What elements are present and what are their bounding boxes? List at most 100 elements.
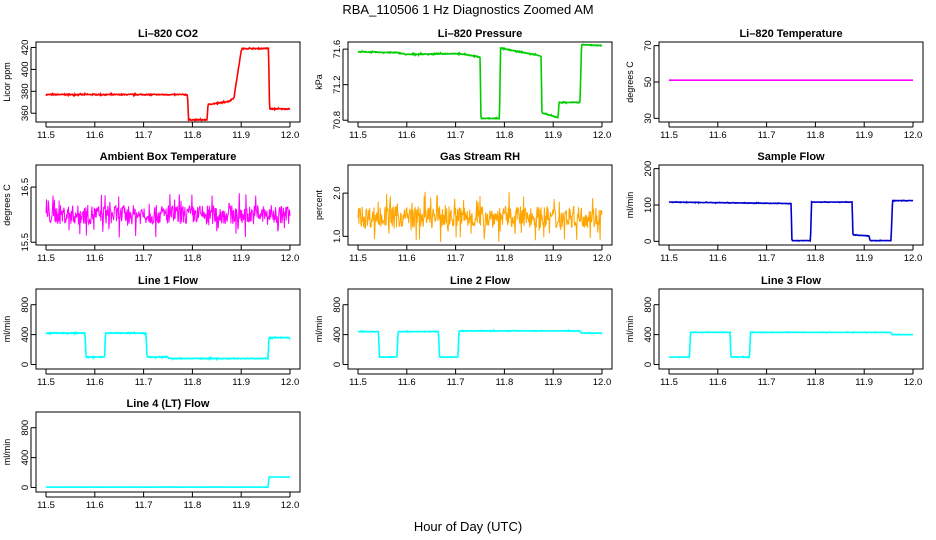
data-series-line xyxy=(45,193,291,238)
x-tick-label: 11.8 xyxy=(184,130,202,141)
panel-title: Gas Stream RH xyxy=(440,151,520,163)
y-tick-label: 100 xyxy=(643,197,654,213)
x-tick-label: 11.5 xyxy=(37,253,55,264)
x-tick-label: 11.7 xyxy=(447,253,465,264)
x-tick-label: 11.7 xyxy=(135,253,153,264)
x-tick-label: 12.0 xyxy=(904,377,923,388)
x-tick-label: 11.8 xyxy=(184,500,202,511)
x-tick-label: 12.0 xyxy=(904,253,923,264)
x-tick-label: 11.9 xyxy=(544,253,562,264)
data-series-line xyxy=(668,330,914,359)
y-tick-label: 0 xyxy=(643,362,654,367)
panel-title: Line 4 (LT) Flow xyxy=(127,398,210,410)
plot-frame xyxy=(658,41,924,123)
x-tick-label: 11.6 xyxy=(709,253,727,264)
x-tick-label: 11.8 xyxy=(496,130,514,141)
y-tick-label: 380 xyxy=(20,83,31,99)
x-tick-label: 11.5 xyxy=(660,377,678,388)
plot-frame xyxy=(658,288,924,370)
plot-frame xyxy=(35,41,301,123)
y-tick-label: 71.6 xyxy=(332,40,343,59)
y-tick-label: 15.5 xyxy=(20,233,31,252)
x-tick-label: 11.7 xyxy=(447,377,465,388)
y-axis-label: ml/min xyxy=(2,439,12,466)
y-tick-label: 70 xyxy=(643,40,654,51)
y-axis-label: degrees C xyxy=(2,184,12,226)
chart-panel: Li–820 Temperature degrees C 30 50 70 11.5 11.… xyxy=(625,28,924,141)
y-tick-label: 400 xyxy=(20,327,31,343)
x-tick-label: 11.6 xyxy=(709,377,727,388)
y-tick-label: 420 xyxy=(20,40,31,56)
y-axis-label: ml/min xyxy=(625,192,635,219)
y-tick-label: 400 xyxy=(332,327,343,343)
y-axis-label: ml/min xyxy=(2,316,12,343)
x-tick-label: 11.7 xyxy=(447,130,465,141)
y-tick-label: 70.8 xyxy=(332,111,343,130)
x-tick-label: 11.9 xyxy=(544,377,562,388)
data-series-line xyxy=(45,46,291,123)
plot-frame xyxy=(347,164,613,246)
y-tick-label: 0 xyxy=(20,485,31,490)
x-tick-label: 12.0 xyxy=(281,500,300,511)
y-tick-label: 400 xyxy=(20,450,31,466)
x-tick-label: 11.5 xyxy=(660,130,678,141)
panel-title: Li–820 Pressure xyxy=(438,28,522,40)
x-tick-label: 12.0 xyxy=(593,253,612,264)
x-tick-label: 11.7 xyxy=(758,130,776,141)
y-tick-label: 400 xyxy=(643,327,654,343)
x-axis-title: Hour of Day (UTC) xyxy=(414,519,522,534)
x-tick-label: 11.8 xyxy=(807,377,825,388)
x-tick-label: 11.9 xyxy=(232,130,250,141)
x-tick-label: 11.6 xyxy=(709,130,727,141)
y-axis-label: degrees C xyxy=(625,61,635,103)
x-tick-label: 11.8 xyxy=(807,130,825,141)
y-tick-label: 0 xyxy=(643,239,654,244)
x-tick-label: 11.9 xyxy=(855,377,873,388)
panel-title: Li–820 CO2 xyxy=(138,28,198,40)
x-tick-label: 11.5 xyxy=(37,377,55,388)
plot-frame xyxy=(35,288,301,370)
y-axis-label: Licor ppm xyxy=(2,62,12,102)
x-tick-label: 11.9 xyxy=(544,130,562,141)
y-axis-label: ml/min xyxy=(314,316,324,343)
plot-frame xyxy=(347,288,613,370)
y-tick-label: 2.0 xyxy=(332,186,343,199)
y-tick-label: 71.2 xyxy=(332,75,343,94)
figure-title: RBA_110506 1 Hz Diagnostics Zoomed AM xyxy=(342,2,593,17)
x-tick-label: 11.9 xyxy=(232,377,250,388)
chart-panel: Ambient Box Temperature degrees C 15.5 16.5… xyxy=(2,151,301,264)
y-axis-label: percent xyxy=(314,189,324,220)
x-tick-label: 11.9 xyxy=(232,500,250,511)
y-tick-label: 30 xyxy=(643,113,654,124)
x-tick-label: 11.6 xyxy=(398,130,416,141)
panel-title: Line 2 Flow xyxy=(450,275,510,287)
plot-frame xyxy=(35,411,301,493)
x-tick-label: 11.8 xyxy=(184,253,202,264)
y-tick-label: 800 xyxy=(20,420,31,436)
panel-title: Ambient Box Temperature xyxy=(100,151,237,163)
x-tick-label: 11.5 xyxy=(37,500,55,511)
x-tick-label: 12.0 xyxy=(593,130,612,141)
x-tick-label: 11.6 xyxy=(86,253,104,264)
y-tick-label: 800 xyxy=(643,297,654,313)
data-series-line xyxy=(668,199,914,243)
y-tick-label: 360 xyxy=(20,105,31,121)
data-series-line xyxy=(45,330,291,362)
chart-panel: Li–820 CO2 Licor ppm 360 380 400 420 11.5 11.6 1… xyxy=(2,28,301,141)
x-tick-label: 11.5 xyxy=(349,130,367,141)
y-tick-label: 16.5 xyxy=(20,178,31,197)
x-tick-label: 12.0 xyxy=(593,377,612,388)
plot-frame xyxy=(347,41,613,123)
chart-panel: Li–820 Pressure kPa 70.8 71.2 71.6 11.5 11.6 11… xyxy=(314,28,613,141)
x-tick-label: 11.5 xyxy=(660,253,678,264)
data-series-line xyxy=(357,43,603,120)
x-tick-label: 11.6 xyxy=(86,500,104,511)
y-tick-label: 800 xyxy=(20,297,31,313)
x-tick-label: 12.0 xyxy=(281,377,300,388)
x-tick-label: 11.6 xyxy=(86,377,104,388)
x-tick-label: 11.5 xyxy=(349,377,367,388)
y-tick-label: 800 xyxy=(332,297,343,313)
x-tick-label: 11.8 xyxy=(807,253,825,264)
y-axis-label: kPa xyxy=(314,74,324,90)
